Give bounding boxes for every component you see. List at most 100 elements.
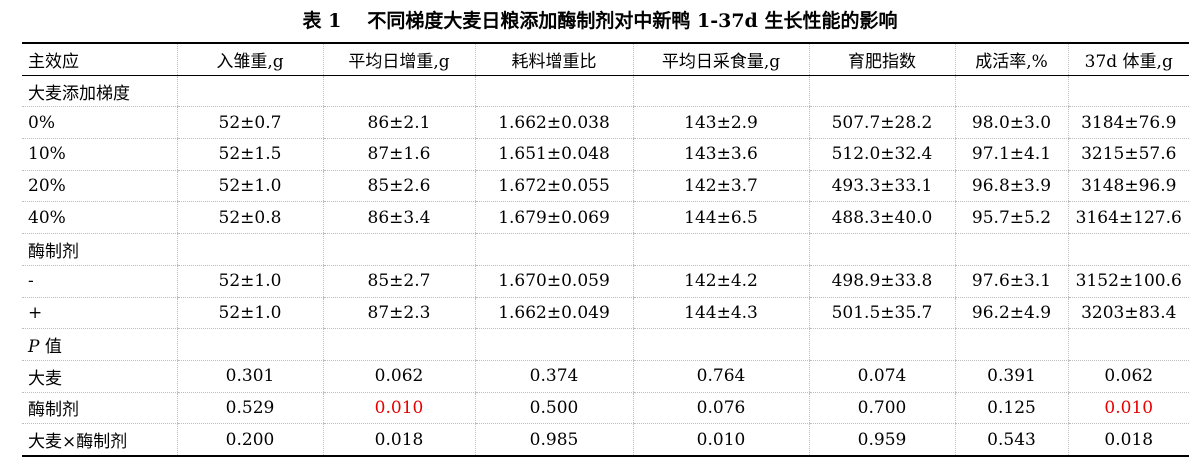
table-cell: 0.764 — [632, 360, 809, 393]
table-cell: 0.018 — [1067, 423, 1189, 457]
table-cell: 0.018 — [322, 423, 475, 457]
table-cell: 96.8±3.9 — [954, 170, 1068, 203]
row-label: - — [22, 265, 177, 298]
p-letter: P — [28, 337, 40, 358]
table-cell: 0.500 — [474, 392, 633, 425]
significant-cell: 0.010 — [1067, 392, 1189, 425]
table-cell: 95.7±5.2 — [954, 201, 1068, 235]
table-cell: 0.391 — [954, 360, 1068, 393]
header-final-weight: 37d 体重,g — [1067, 43, 1189, 76]
table-cell: 86±2.1 — [322, 106, 475, 140]
table-cell: 52±1.0 — [176, 297, 323, 330]
table-cell: 87±1.6 — [322, 138, 475, 171]
table-cell: 1.679±0.069 — [474, 201, 633, 235]
table-cell: 143±3.6 — [632, 138, 809, 171]
table-cell: 1.670±0.059 — [474, 265, 633, 298]
table-cell: 144±6.5 — [632, 201, 809, 235]
table-cell: 1.662±0.038 — [474, 106, 633, 140]
table-cell: 87±2.3 — [322, 297, 475, 330]
table-cell: 0.543 — [954, 423, 1068, 457]
header-daily-feed-intake: 平均日采食量,g — [632, 43, 809, 76]
table-cell: 3184±76.9 — [1067, 106, 1189, 140]
section-label-enzyme: 酶制剂 — [22, 233, 177, 266]
table-cell: 1.662±0.049 — [474, 297, 633, 330]
header-row: 主效应 入雏重,g 平均日增重,g 耗料增重比 平均日采食量,g 育肥指数 成活… — [22, 43, 1189, 76]
row-label: 0% — [22, 106, 177, 140]
performance-table: 主效应 入雏重,g 平均日增重,g 耗料增重比 平均日采食量,g 育肥指数 成活… — [22, 42, 1189, 457]
table-cell: 144±4.3 — [632, 297, 809, 330]
table-cell: 3203±83.4 — [1067, 297, 1189, 330]
table-number: 表 1 — [302, 10, 342, 32]
significant-cell: 0.010 — [322, 392, 475, 425]
table-cell: 143±2.9 — [632, 106, 809, 140]
table-caption: 表 1 不同梯度大麦日粮添加酶制剂对中新鸭 1-37d 生长性能的影响 — [0, 4, 1200, 38]
table-cell: 0.959 — [808, 423, 955, 457]
table-cell: 501.5±35.7 — [808, 297, 955, 330]
table-cell: 1.672±0.055 — [474, 170, 633, 203]
table-row: 大麦×酶制剂 0.200 0.018 0.985 0.010 0.959 0.5… — [22, 423, 1189, 457]
table-row: 大麦 0.301 0.062 0.374 0.764 0.074 0.391 0… — [22, 360, 1189, 393]
table-cell: 96.2±4.9 — [954, 297, 1068, 330]
table-cell: 0.985 — [474, 423, 633, 457]
row-label: 10% — [22, 138, 177, 171]
table-cell: 52±0.8 — [176, 201, 323, 235]
section-label-barley: 大麦添加梯度 — [22, 75, 177, 108]
table-cell: 52±1.0 — [176, 170, 323, 203]
section-row-barley: 大麦添加梯度 — [22, 75, 1189, 108]
table-cell: 0.074 — [808, 360, 955, 393]
table-cell: 0.062 — [322, 360, 475, 393]
table-cell: 97.1±4.1 — [954, 138, 1068, 171]
header-survival-rate: 成活率,% — [954, 43, 1068, 76]
table-cell: 85±2.6 — [322, 170, 475, 203]
table-cell: 0.125 — [954, 392, 1068, 425]
table-row: 20% 52±1.0 85±2.6 1.672±0.055 142±3.7 49… — [22, 170, 1189, 203]
table-cell: 488.3±40.0 — [808, 201, 955, 235]
table-cell: 3215±57.6 — [1067, 138, 1189, 171]
section-row-enzyme: 酶制剂 — [22, 233, 1189, 266]
table-cell: 52±0.7 — [176, 106, 323, 140]
table-cell: 3152±100.6 — [1067, 265, 1189, 298]
table-cell: 493.3±33.1 — [808, 170, 955, 203]
row-label: 40% — [22, 201, 177, 235]
header-fattening-index: 育肥指数 — [808, 43, 955, 76]
table-row: + 52±1.0 87±2.3 1.662±0.049 144±4.3 501.… — [22, 297, 1189, 330]
table-cell: 512.0±32.4 — [808, 138, 955, 171]
table-row: 酶制剂 0.529 0.010 0.500 0.076 0.700 0.125 … — [22, 392, 1189, 425]
table-cell: 52±1.5 — [176, 138, 323, 171]
p-value-word: 值 — [39, 337, 62, 358]
table-row: - 52±1.0 85±2.7 1.670±0.059 142±4.2 498.… — [22, 265, 1189, 298]
table-cell: 85±2.7 — [322, 265, 475, 298]
section-row-p-value: P 值 — [22, 328, 1189, 361]
header-feed-gain-ratio: 耗料增重比 — [474, 43, 633, 76]
table-cell: 98.0±3.0 — [954, 106, 1068, 140]
table-cell: 142±3.7 — [632, 170, 809, 203]
table-cell: 0.301 — [176, 360, 323, 393]
table-cell: 498.9±33.8 — [808, 265, 955, 298]
table-cell: 3164±127.6 — [1067, 201, 1189, 235]
table-row: 0% 52±0.7 86±2.1 1.662±0.038 143±2.9 507… — [22, 106, 1189, 140]
table-cell: 0.076 — [632, 392, 809, 425]
row-label: 酶制剂 — [22, 392, 177, 425]
table-cell: 0.700 — [808, 392, 955, 425]
table-cell: 0.200 — [176, 423, 323, 457]
table-cell: 97.6±3.1 — [954, 265, 1068, 298]
header-chick-weight: 入雏重,g — [176, 43, 323, 76]
table-cell: 0.529 — [176, 392, 323, 425]
table-row: 10% 52±1.5 87±1.6 1.651±0.048 143±3.6 51… — [22, 138, 1189, 171]
header-main-effect: 主效应 — [22, 43, 177, 76]
header-daily-gain: 平均日增重,g — [322, 43, 475, 76]
table-cell: 0.374 — [474, 360, 633, 393]
row-label: 20% — [22, 170, 177, 203]
row-label: 大麦×酶制剂 — [22, 423, 177, 457]
row-label: 大麦 — [22, 360, 177, 393]
table-title: 不同梯度大麦日粮添加酶制剂对中新鸭 1-37d 生长性能的影响 — [367, 10, 898, 32]
table-row: 40% 52±0.8 86±3.4 1.679±0.069 144±6.5 48… — [22, 201, 1189, 235]
table-cell: 1.651±0.048 — [474, 138, 633, 171]
table-cell: 3148±96.9 — [1067, 170, 1189, 203]
row-label: + — [22, 297, 177, 330]
table-cell: 0.010 — [632, 423, 809, 457]
table-cell: 0.062 — [1067, 360, 1189, 393]
table-cell: 86±3.4 — [322, 201, 475, 235]
table-cell: 52±1.0 — [176, 265, 323, 298]
table-cell: 142±4.2 — [632, 265, 809, 298]
